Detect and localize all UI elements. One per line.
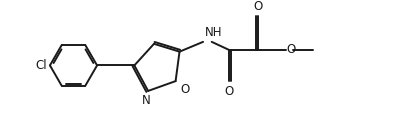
Text: O: O [286, 43, 295, 56]
Text: Cl: Cl [35, 59, 47, 72]
Text: O: O [223, 85, 233, 98]
Text: O: O [180, 83, 189, 96]
Text: NH: NH [204, 26, 222, 40]
Text: O: O [253, 0, 262, 13]
Text: N: N [141, 94, 150, 107]
